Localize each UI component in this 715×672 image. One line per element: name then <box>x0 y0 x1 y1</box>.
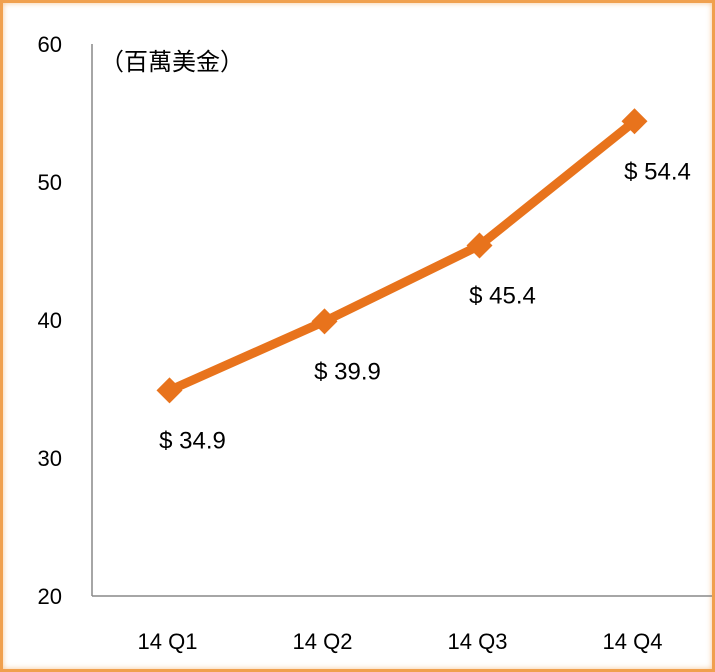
x-tick-label: 14 Q2 <box>293 629 353 654</box>
data-label: $ 39.9 <box>314 358 381 385</box>
y-tick-label: 30 <box>38 446 62 471</box>
y-tick-label: 50 <box>38 170 62 195</box>
x-tick-label: 14 Q3 <box>448 629 508 654</box>
data-label: $ 45.4 <box>469 282 536 309</box>
unit-label: （百萬美金） <box>100 48 244 76</box>
y-tick-labels: 20 30 40 50 60 <box>38 32 62 609</box>
data-labels: $ 34.9 $ 39.9 $ 45.4 $ 54.4 <box>159 158 691 454</box>
x-tick-label: 14 Q4 <box>603 629 663 654</box>
series-line <box>167 117 638 395</box>
y-tick-label: 20 <box>38 584 62 609</box>
data-point-marker <box>466 232 493 259</box>
data-point-marker <box>621 108 648 135</box>
data-label: $ 34.9 <box>159 427 226 454</box>
series-group <box>156 108 648 404</box>
data-point-marker <box>156 377 183 404</box>
x-tick-label: 14 Q1 <box>138 629 198 654</box>
x-tick-labels: 14 Q1 14 Q2 14 Q3 14 Q4 <box>138 629 663 654</box>
data-point-marker <box>311 308 338 335</box>
y-tick-label: 60 <box>38 32 62 57</box>
data-label: $ 54.4 <box>624 158 691 185</box>
y-tick-label: 40 <box>38 308 62 333</box>
